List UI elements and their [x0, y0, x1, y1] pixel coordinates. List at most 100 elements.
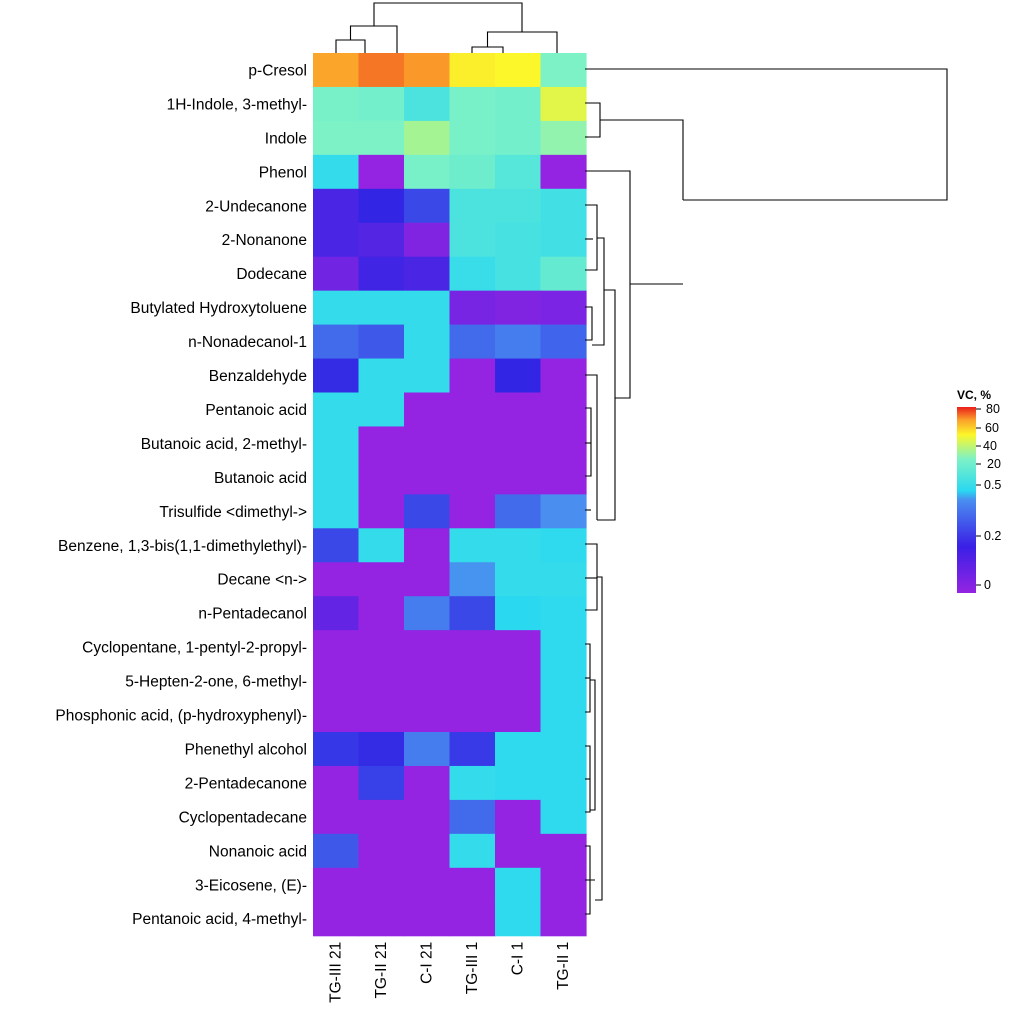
heatmap-cell	[313, 732, 360, 767]
column-label: TG-III 21	[328, 942, 345, 1003]
heatmap-cell	[358, 833, 405, 869]
row-dendro-branch-24	[585, 845, 595, 881]
heatmap-cell	[449, 528, 496, 563]
heatmap-cell	[404, 154, 451, 190]
heatmap-cell	[540, 698, 587, 733]
col-dendro-branch-4	[486, 31, 558, 53]
heatmap-cell	[358, 188, 405, 224]
heatmap-cell	[404, 765, 451, 801]
row-dendro-branch-9	[592, 237, 605, 346]
column-label: TG-II 21	[373, 942, 390, 999]
heatmap-cell	[358, 528, 405, 563]
row-dendro-branch-12	[585, 374, 598, 520]
heatmap-cell	[540, 290, 587, 326]
heatmap-cell	[495, 460, 542, 495]
heatmap-cell	[495, 256, 542, 292]
heatmap-cell	[358, 460, 405, 495]
heatmap-cell	[313, 765, 360, 801]
heatmap-cell	[313, 833, 360, 869]
heatmap-cell	[449, 222, 496, 258]
heatmap-cell	[313, 188, 360, 224]
heatmap-cell	[358, 494, 405, 529]
heatmap-cell	[313, 596, 360, 631]
heatmap-cell	[313, 799, 360, 835]
heatmap-cell	[540, 256, 587, 292]
row-label: Benzene, 1,3-bis(1,1-dimethylethyl)-	[58, 538, 307, 555]
heatmap-cell	[540, 222, 587, 258]
heatmap-cell	[358, 732, 405, 767]
column-label: C-I 21	[419, 942, 436, 984]
heatmap-cell	[313, 630, 360, 665]
row-label: Phenethyl alcohol	[185, 741, 307, 758]
heatmap-cell	[449, 494, 496, 529]
heatmap-cell	[313, 324, 360, 360]
row-label: 2-Undecanone	[205, 198, 307, 215]
row-label: Butanoic acid	[214, 470, 307, 487]
heatmap-cell	[495, 562, 542, 597]
heatmap-cell	[358, 324, 405, 360]
row-dendro-branch-10	[585, 306, 593, 341]
heatmap-cell	[404, 867, 451, 903]
legend-title: VC, %	[957, 388, 991, 402]
heatmap-cell	[540, 426, 587, 461]
row-dendro-branch-25	[585, 879, 591, 915]
heatmap-cell	[449, 765, 496, 801]
legend-tick-label: 0.5	[984, 478, 1001, 492]
heatmap-cell	[358, 901, 405, 937]
heatmap-cell	[495, 222, 542, 258]
row-label: Dodecane	[236, 266, 307, 283]
row-label: 3-Eicosene, (E)-	[195, 877, 307, 894]
row-label: 5-Hepten-2-one, 6-methyl-	[125, 674, 307, 691]
row-label: Indole	[265, 130, 307, 147]
legend-colorbar	[957, 407, 976, 593]
heatmap-cell	[495, 86, 542, 122]
heatmap-cell	[404, 426, 451, 461]
heatmap-cell	[449, 630, 496, 665]
heatmap-cell	[313, 460, 360, 495]
col-dendro-branch-1	[335, 39, 366, 53]
row-dendro-branch-18	[595, 576, 603, 901]
heatmap-cell	[495, 358, 542, 394]
heatmap-cell	[404, 290, 451, 326]
heatmap-cell	[540, 596, 587, 631]
heatmap-cell	[358, 765, 405, 801]
legend-tick-label: 20	[987, 457, 1001, 471]
heatmap-cell	[313, 664, 360, 699]
heatmap-cell	[449, 392, 496, 428]
heatmap-cell	[358, 392, 405, 428]
heatmap-cell	[404, 562, 451, 597]
heatmap-cell	[313, 120, 360, 156]
heatmap-cell	[495, 833, 542, 869]
heatmap-cell	[404, 460, 451, 495]
row-label: Benzaldehyde	[209, 368, 307, 385]
heatmap-cell	[313, 392, 360, 428]
heatmap-cell	[540, 799, 587, 835]
heatmap-cell	[404, 664, 451, 699]
heatmap-cell	[404, 392, 451, 428]
heatmap-cell	[495, 120, 542, 156]
heatmap-cell	[358, 698, 405, 733]
column-label: C-I 1	[510, 942, 527, 976]
heatmap-cell	[495, 732, 542, 767]
heatmap-cell	[358, 426, 405, 461]
heatmap-cell	[449, 732, 496, 767]
heatmap-cell	[358, 154, 405, 190]
heatmap-cell	[540, 358, 587, 394]
row-dendro-branch-11	[597, 289, 616, 521]
heatmap-cell	[449, 799, 496, 835]
col-dendro-branch-5	[373, 2, 523, 32]
heatmap-cell	[404, 833, 451, 869]
heatmap-cell	[358, 86, 405, 122]
col-dendro-branch-3	[471, 46, 504, 53]
heatmap-cell	[495, 596, 542, 631]
heatmap-cell	[404, 494, 451, 529]
column-dendrogram	[335, 2, 558, 53]
heatmap-cells	[313, 53, 587, 937]
heatmap-cell	[495, 154, 542, 190]
heatmap-cell	[449, 833, 496, 869]
heatmap-cell	[495, 188, 542, 224]
heatmap-cell	[358, 630, 405, 665]
heatmap-cell	[404, 528, 451, 563]
heatmap-cell	[404, 324, 451, 360]
